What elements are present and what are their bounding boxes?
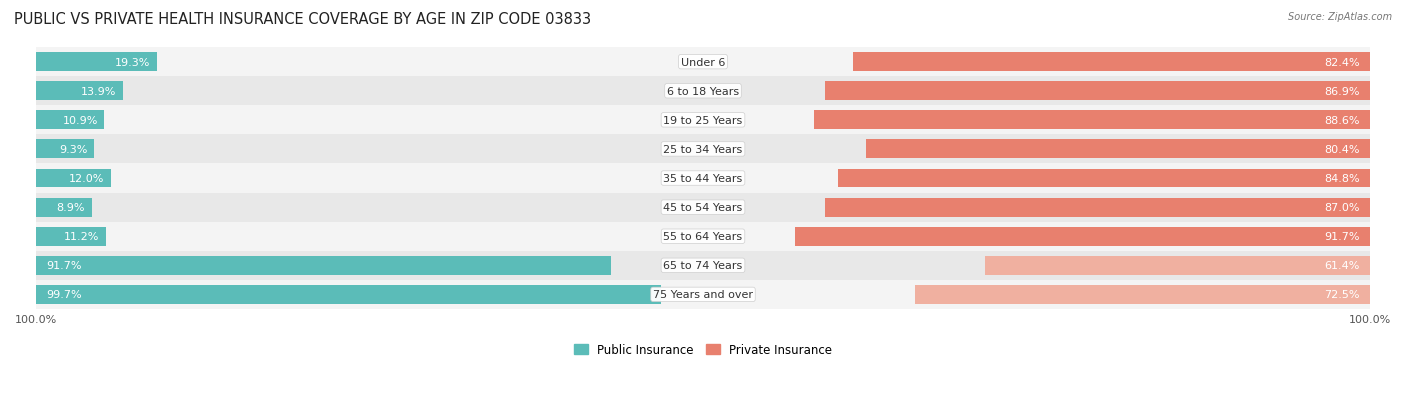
Text: 88.6%: 88.6% — [1324, 116, 1360, 126]
Bar — [37, 48, 1369, 77]
Text: Under 6: Under 6 — [681, 57, 725, 67]
Text: 19 to 25 Years: 19 to 25 Years — [664, 116, 742, 126]
Text: 55 to 64 Years: 55 to 64 Years — [664, 232, 742, 242]
Text: 35 to 44 Years: 35 to 44 Years — [664, 173, 742, 184]
Bar — [37, 135, 1369, 164]
Text: 13.9%: 13.9% — [82, 87, 117, 97]
Text: 19.3%: 19.3% — [115, 57, 150, 67]
Text: Source: ZipAtlas.com: Source: ZipAtlas.com — [1288, 12, 1392, 22]
Text: 99.7%: 99.7% — [46, 290, 82, 300]
Text: 10.9%: 10.9% — [62, 116, 98, 126]
Text: 45 to 54 Years: 45 to 54 Years — [664, 203, 742, 213]
Text: 75 Years and over: 75 Years and over — [652, 290, 754, 300]
Text: PUBLIC VS PRIVATE HEALTH INSURANCE COVERAGE BY AGE IN ZIP CODE 03833: PUBLIC VS PRIVATE HEALTH INSURANCE COVER… — [14, 12, 591, 27]
Text: 8.9%: 8.9% — [56, 203, 86, 213]
Bar — [915, 285, 1369, 304]
Text: 91.7%: 91.7% — [46, 261, 82, 271]
Bar — [986, 256, 1369, 275]
Bar — [37, 256, 612, 275]
Text: 11.2%: 11.2% — [65, 232, 100, 242]
Bar — [37, 198, 91, 217]
Bar — [37, 169, 111, 188]
Bar — [37, 53, 157, 72]
Bar — [37, 82, 124, 101]
Bar — [825, 82, 1369, 101]
Bar — [794, 227, 1369, 246]
Text: 86.9%: 86.9% — [1324, 87, 1360, 97]
Text: 91.7%: 91.7% — [1324, 232, 1360, 242]
Bar — [37, 222, 1369, 251]
Legend: Public Insurance, Private Insurance: Public Insurance, Private Insurance — [569, 338, 837, 361]
Bar — [37, 280, 1369, 309]
Text: 6 to 18 Years: 6 to 18 Years — [666, 87, 740, 97]
Bar — [37, 106, 1369, 135]
Bar — [37, 227, 107, 246]
Bar — [37, 164, 1369, 193]
Text: 87.0%: 87.0% — [1324, 203, 1360, 213]
Bar — [37, 251, 1369, 280]
Text: 25 to 34 Years: 25 to 34 Years — [664, 145, 742, 154]
Text: 72.5%: 72.5% — [1324, 290, 1360, 300]
Bar — [37, 111, 104, 130]
Bar — [824, 198, 1369, 217]
Text: 9.3%: 9.3% — [59, 145, 87, 154]
Text: 84.8%: 84.8% — [1324, 173, 1360, 184]
Bar — [37, 285, 661, 304]
Bar — [814, 111, 1369, 130]
Text: 12.0%: 12.0% — [69, 173, 104, 184]
Text: 82.4%: 82.4% — [1324, 57, 1360, 67]
Bar — [853, 53, 1369, 72]
Bar — [838, 169, 1369, 188]
Bar — [37, 77, 1369, 106]
Bar — [37, 193, 1369, 222]
Bar — [866, 140, 1369, 159]
Text: 65 to 74 Years: 65 to 74 Years — [664, 261, 742, 271]
Text: 61.4%: 61.4% — [1324, 261, 1360, 271]
Text: 80.4%: 80.4% — [1324, 145, 1360, 154]
Bar — [37, 140, 94, 159]
